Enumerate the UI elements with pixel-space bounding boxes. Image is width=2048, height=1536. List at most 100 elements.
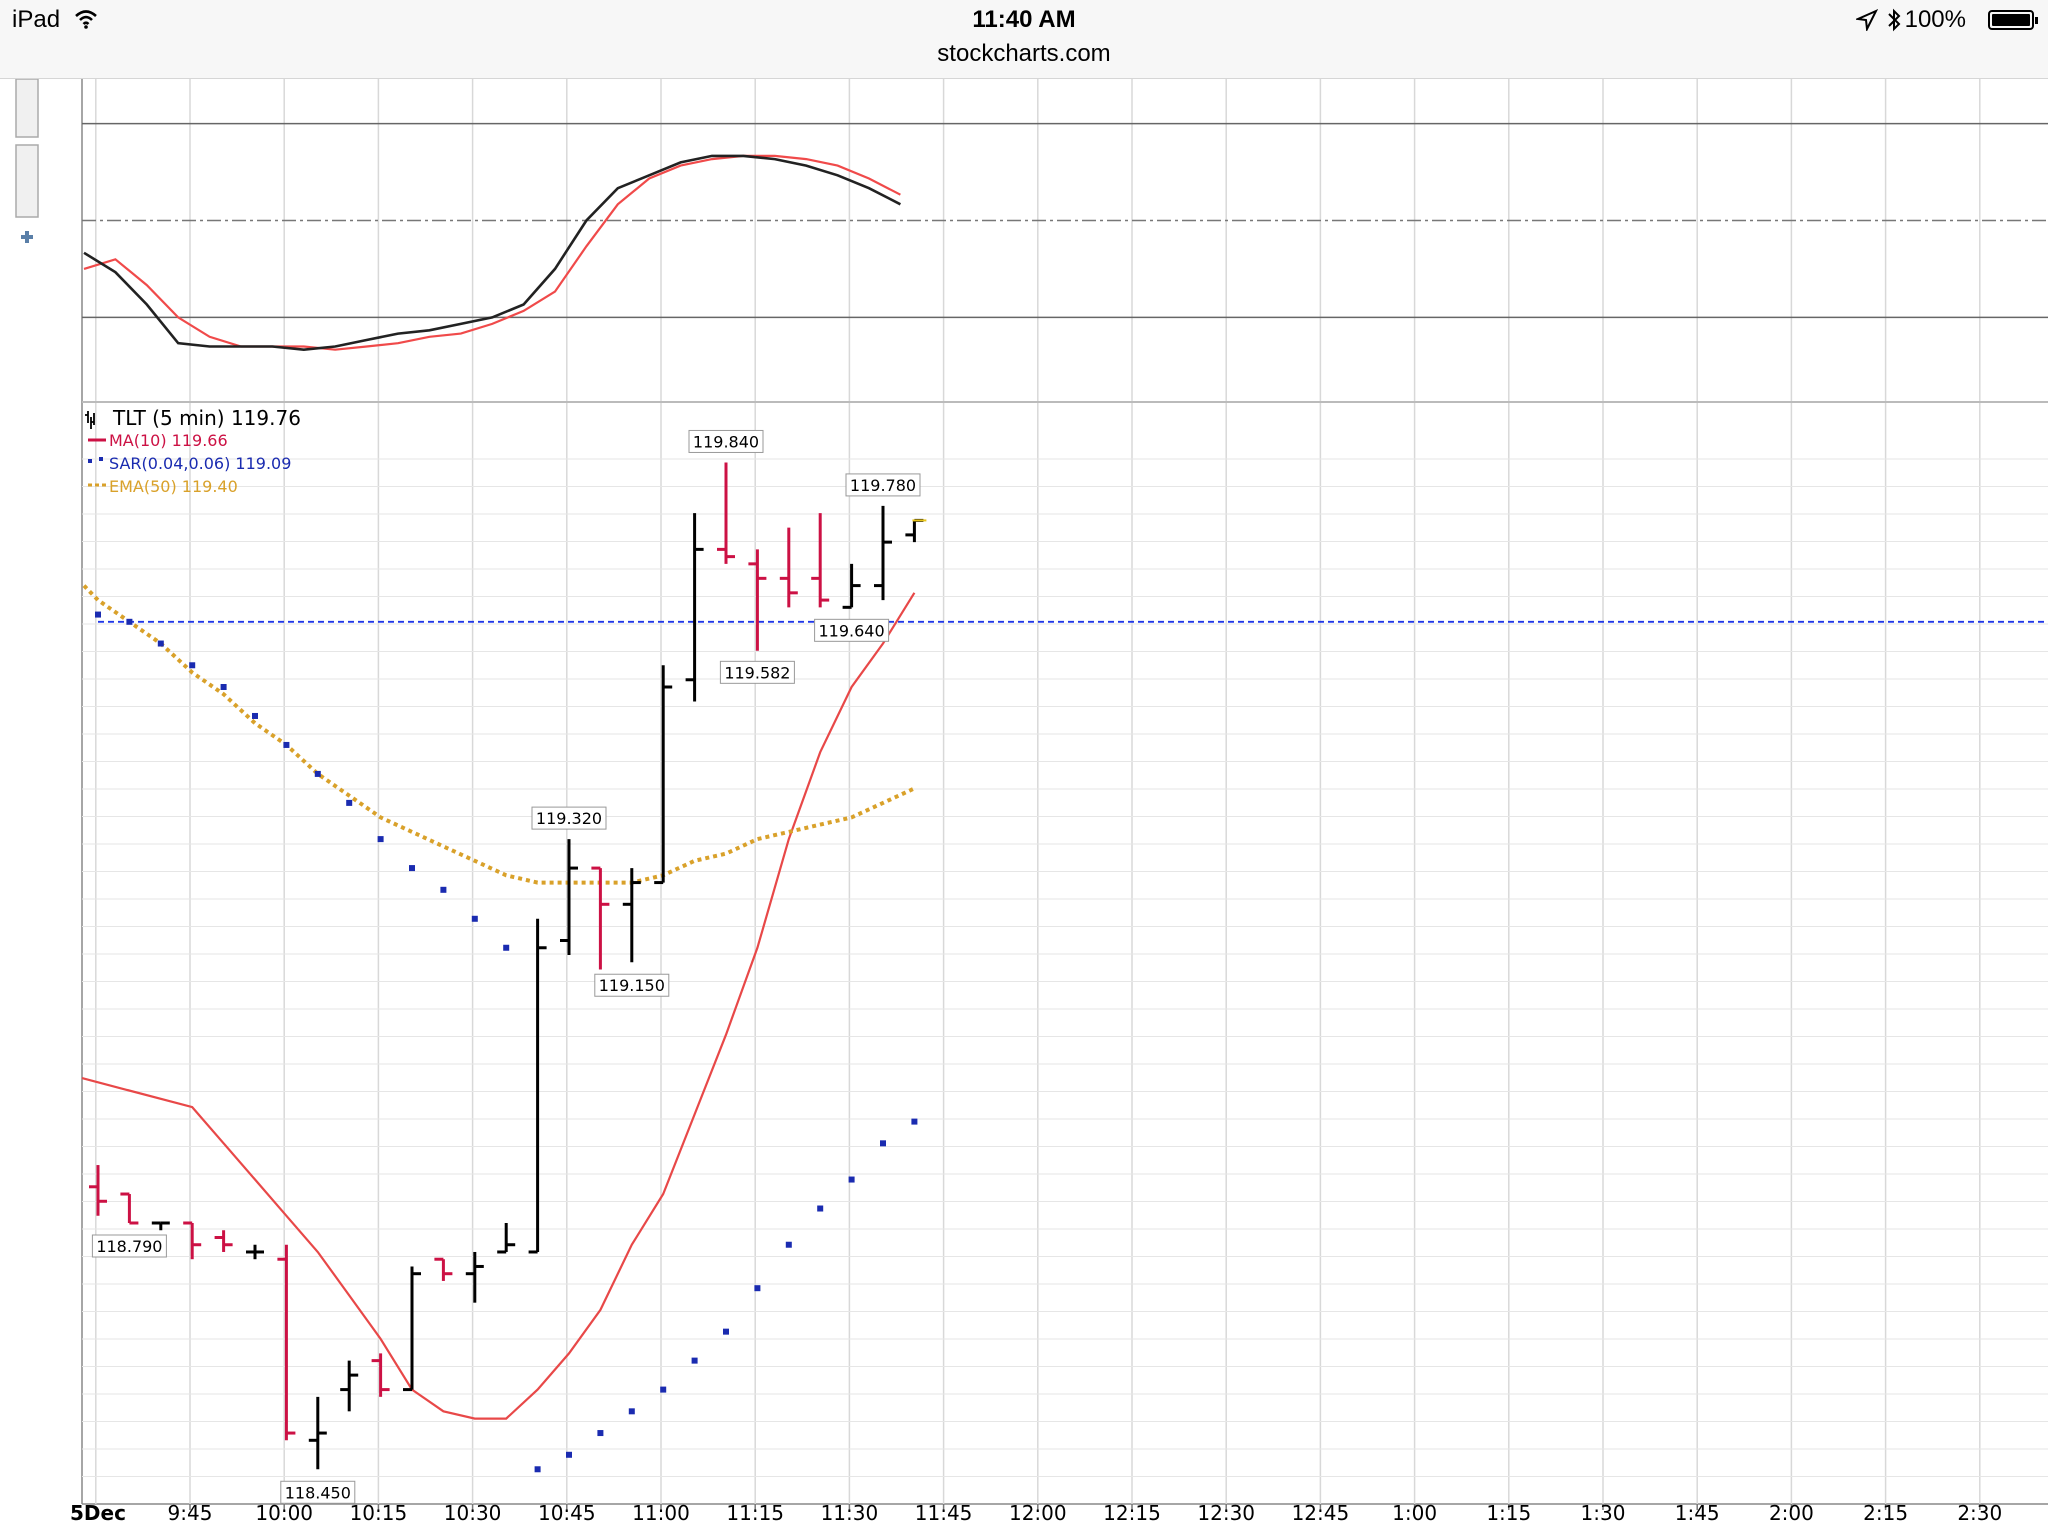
sar-dot (628, 1408, 635, 1415)
sar-dot (503, 944, 510, 951)
ohlc-bar (214, 1230, 233, 1252)
sar-dot (534, 1466, 541, 1473)
ohlc-bar (528, 918, 547, 1254)
sar-dot (95, 611, 101, 618)
x-tick-label: 12:30 (1197, 1501, 1255, 1525)
ohlc-bar (622, 868, 641, 963)
sar-dot (785, 1241, 792, 1248)
x-tick-label: 10:15 (350, 1501, 408, 1525)
scroll-handle[interactable] (15, 144, 39, 218)
sar-dot (691, 1357, 698, 1364)
chart-grid (81, 79, 2048, 1505)
battery-icon (1988, 10, 2038, 30)
x-tick-label: 1:15 (1486, 1501, 1531, 1525)
ohlc-bar (874, 505, 892, 601)
url-bar[interactable]: stockcharts.com (937, 40, 1111, 67)
annotation-box (531, 806, 607, 830)
wifi-icon (75, 10, 97, 29)
ohlc-bar (434, 1257, 453, 1281)
price-panel: 118.790 118.450 119.320 119.150 119.840 119.5… (81, 429, 2048, 1504)
annotation-box (91, 1234, 167, 1258)
sar-dot (409, 865, 415, 872)
date-label: 5Dec (70, 1501, 126, 1525)
x-tick-label: 2:00 (1769, 1501, 1814, 1525)
legend-sar: SAR(0.04,0.06) 119.09 (109, 454, 291, 473)
chart-title: TLT (5 min) 119.76 (112, 406, 301, 430)
ohlc-bar (340, 1360, 359, 1412)
x-tick-label: 11:15 (726, 1501, 784, 1525)
x-tick-label: 12:45 (1292, 1501, 1350, 1525)
scroll-handle-top[interactable] (15, 79, 39, 138)
ohlc-bar (151, 1221, 170, 1231)
price-annotation: 119.840 (688, 429, 764, 453)
ohlc-bar (748, 549, 767, 651)
ohlc-bar (120, 1192, 139, 1225)
ohlc-bar (779, 527, 798, 608)
oscillator-panel (82, 122, 2048, 352)
annotation-label: 119.780 (850, 476, 916, 495)
bluetooth-icon (1888, 8, 1901, 32)
ohlc-bar (497, 1223, 516, 1254)
sar-dot (377, 836, 384, 843)
sar-dot (314, 770, 321, 777)
ohlc-bar (685, 513, 704, 702)
annotation-label: 119.640 (819, 621, 885, 640)
ohlc-icon (85, 411, 95, 429)
sar-dot (880, 1140, 886, 1147)
x-tick-label: 1:00 (1392, 1501, 1437, 1525)
sar-dot (126, 618, 133, 625)
sar-dot (911, 1118, 918, 1125)
location-arrow-icon (1856, 9, 1878, 31)
ohlc-bar (591, 866, 610, 970)
osc-slow-line (83, 154, 901, 351)
sar-dot (723, 1328, 729, 1335)
sar-dot (220, 684, 227, 690)
ohlc-bar (717, 462, 735, 564)
price-annotation: 119.780 (845, 473, 921, 497)
price-annotation: 119.640 (814, 618, 890, 642)
ohlc-bar (403, 1266, 421, 1392)
plus-icon[interactable] (21, 231, 33, 243)
ohlc-bar (905, 518, 924, 543)
annotation-box (280, 1480, 356, 1504)
annotation-label: 119.582 (724, 663, 790, 682)
sar-dot (597, 1430, 604, 1437)
x-tick-label: 11:45 (915, 1501, 973, 1525)
ohlc-bar (560, 839, 578, 955)
annotation-box (845, 473, 921, 497)
osc-fast-line (83, 154, 901, 352)
annotation-label: 119.320 (536, 809, 602, 828)
legend-sar-swatch (88, 459, 92, 463)
ema50-line (82, 584, 916, 885)
x-tick-label: 2:15 (1863, 1501, 1908, 1525)
annotation-box (719, 660, 795, 684)
ohlc-bar (308, 1396, 327, 1470)
sar-dot (157, 640, 164, 647)
x-tick-label: 12:15 (1103, 1501, 1161, 1525)
ohlc-bar (89, 1165, 107, 1216)
sar-dot (848, 1176, 855, 1183)
sar-dot (346, 799, 353, 806)
sar-dot (440, 886, 447, 893)
annotation-label: 118.790 (96, 1237, 162, 1256)
clock: 11:40 AM (972, 6, 1076, 33)
price-annotation: 119.582 (719, 660, 795, 684)
ohlc-bar (183, 1221, 202, 1260)
ohlc-bar (654, 665, 673, 885)
sar-dot (283, 741, 290, 748)
x-axis: 5Dec 9:45 10:00 10:15 10:30 10:45 11:00 11:15 1… (70, 1501, 2002, 1525)
stock-chart[interactable]: 118.790 118.450 119.320 119.150 119.840 119.5… (0, 79, 2048, 1536)
ohlc-bar (246, 1244, 264, 1260)
annotation-box (688, 429, 764, 453)
annotation-label: 118.450 (285, 1483, 351, 1502)
legend-sar-swatch-2 (99, 457, 103, 461)
legend-ema: EMA(50) 119.40 (109, 477, 238, 496)
x-tick-label: 1:30 (1581, 1501, 1626, 1525)
legend-ma: MA(10) 119.66 (109, 431, 228, 450)
battery-percent: 100% (1904, 6, 1966, 33)
sar-dot (189, 662, 196, 669)
x-tick-label: 10:30 (444, 1501, 502, 1525)
panel-controls (15, 79, 39, 243)
ohlc-bar (465, 1251, 484, 1303)
x-tick-label: 10:45 (538, 1501, 596, 1525)
